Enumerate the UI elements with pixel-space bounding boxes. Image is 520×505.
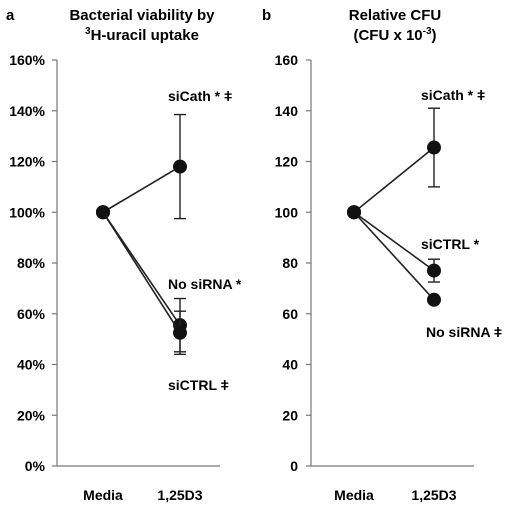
panel-a-marks: siCath * ǂ No siRNA * siCTRL ǂ [96,88,242,393]
y-tick-label: 20 [282,407,298,423]
panel-b-title-rest: (CFU x 10 [353,27,422,44]
y-tick-label: 160% [9,52,45,68]
panel-a-letter: a [6,7,15,24]
x-tick-label: 1,25D3 [157,487,202,503]
y-tick-label: 20% [17,407,46,423]
y-tick-label: 0% [25,458,46,474]
panel-a-title-sup: 3 [85,26,91,37]
panel-a: a Bacterial viability by 3H-uracil uptak… [6,7,242,503]
data-point [427,263,441,278]
y-tick-label: 100 [275,204,299,220]
panel-b-axes: 0 20 40 60 80 100 120 140 160 Media 1,25D3 [275,52,474,503]
series-line [102,211,181,334]
x-tick-label: 1,25D3 [411,487,456,503]
data-point [173,325,187,340]
series-label: siCTRL ǂ [168,377,229,393]
panel-b: b Relative CFU (CFU x 10-3) 0 20 40 60 80 100… [262,7,502,503]
series-line [353,211,435,301]
y-tick-label: 120 [275,154,299,170]
y-tick-label: 40% [17,357,46,373]
series-label: siCath * ǂ [168,88,232,104]
x-tick-label: Media [334,487,374,503]
panel-a-title-rest: H-uracil uptake [91,27,199,44]
data-point [427,140,441,155]
data-point [427,292,441,307]
y-tick-label: 140 [275,103,299,119]
series-label: No siRNA ǂ [426,324,502,340]
series-line [353,211,435,272]
panel-a-title-line1: Bacterial viability by [69,7,215,24]
panel-b-title-end: ) [432,27,437,44]
series-label: siCTRL * [421,236,480,252]
y-tick-label: 0 [290,458,298,474]
series-label: No siRNA * [168,276,242,292]
y-tick-label: 60% [17,306,46,322]
series-label: siCath * ǂ [421,87,485,103]
y-tick-label: 80% [17,255,46,271]
panel-b-letter: b [262,7,271,24]
series-line [353,146,435,213]
y-tick-label: 60 [282,306,298,322]
panel-b-title-line1: Relative CFU [349,7,442,24]
data-point [347,205,361,220]
panel-b-marks: siCath * ǂ siCTRL * No siRNA ǂ [347,87,502,340]
y-tick-label: 100% [9,204,45,220]
data-point [173,159,187,174]
y-tick-label: 80 [282,255,298,271]
panel-b-title-sup: -3 [423,26,432,37]
y-tick-label: 160 [275,52,299,68]
x-tick-label: Media [83,487,123,503]
panel-b-title-line2: (CFU x 10-3) [353,26,436,44]
panel-a-axes: 0% 20% 40% 60% 80% 100% 120% 140% 160% Media 1,25D… [9,52,220,503]
y-tick-label: 120% [9,154,45,170]
series-line [102,165,181,213]
y-tick-label: 140% [9,103,45,119]
panel-a-title-line2: 3H-uracil uptake [85,26,199,44]
y-tick-label: 40 [282,357,298,373]
data-point [96,205,110,220]
